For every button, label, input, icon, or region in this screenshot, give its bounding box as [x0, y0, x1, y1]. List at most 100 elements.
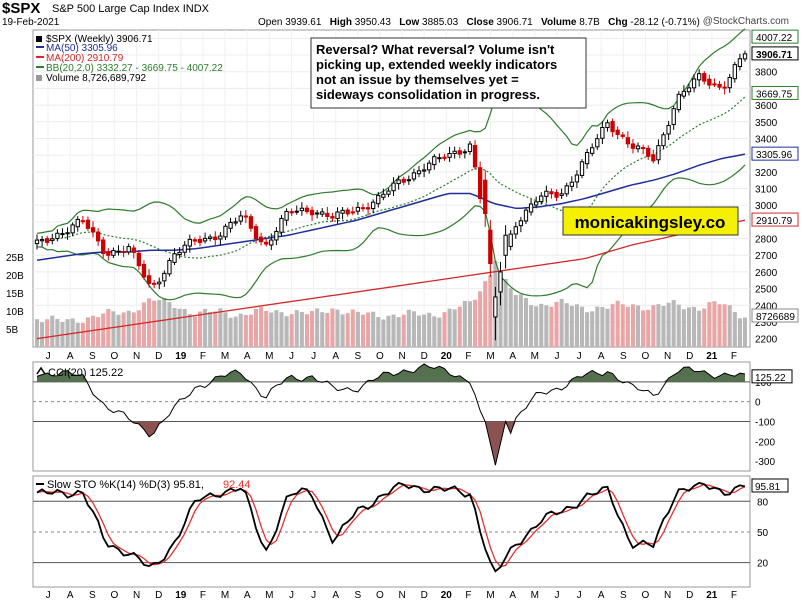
- sto-x-axis-label: A: [509, 590, 516, 601]
- x-axis-label: N: [398, 351, 405, 362]
- candle-body: [60, 233, 65, 236]
- sto-x-axis-label: A: [332, 590, 339, 601]
- sto-x-axis-label: A: [598, 590, 605, 601]
- ma50-tag-bg: [751, 146, 799, 161]
- volume-tick-label: 5B: [6, 325, 19, 336]
- candle-body: [90, 227, 96, 233]
- volume-bar: [197, 311, 203, 347]
- candle-body: [707, 78, 712, 86]
- volume-bar: [692, 306, 697, 347]
- candle-body: [45, 238, 50, 243]
- x-axis-label: M: [221, 351, 229, 362]
- candle-body: [549, 191, 554, 195]
- open-value: 3939.61: [285, 17, 322, 28]
- candle-body: [605, 122, 610, 129]
- volume-bar: [483, 281, 488, 347]
- volume-bar: [182, 308, 187, 347]
- candle-body: [717, 83, 722, 88]
- volume-bar: [447, 308, 452, 347]
- sto-tick-label: 20: [757, 559, 769, 570]
- candle-body: [289, 211, 294, 214]
- candle-body: [737, 58, 743, 68]
- volume-bar: [681, 309, 686, 347]
- high-label: High: [329, 17, 352, 28]
- price-tick-label: 3800: [755, 68, 778, 79]
- candle-body: [610, 120, 615, 133]
- candle-body: [681, 90, 687, 97]
- candle-body: [162, 272, 167, 282]
- volume-bar: [172, 307, 177, 347]
- candle-body: [666, 124, 671, 135]
- cci-tick-label: 0: [755, 398, 761, 409]
- candle-body: [75, 218, 80, 228]
- price-legend-swatch: [36, 36, 42, 42]
- sto-x-axis-label: S: [354, 590, 361, 601]
- candle-body: [656, 145, 661, 161]
- volume-bar: [442, 312, 447, 347]
- candle-body: [284, 210, 289, 221]
- candle-body: [187, 238, 192, 247]
- x-axis-label: S: [354, 351, 361, 362]
- candle-body: [437, 157, 442, 160]
- volume-bar: [462, 300, 467, 347]
- volume-bar: [569, 305, 574, 347]
- sto-x-axis-label: 20: [441, 590, 453, 601]
- candle-body: [223, 225, 228, 238]
- volume-bar: [671, 300, 676, 347]
- volume-bar: [360, 314, 366, 347]
- x-axis-label: A: [509, 351, 516, 362]
- candle-body: [269, 239, 274, 246]
- candle-body: [202, 237, 208, 242]
- candle-body: [208, 236, 213, 240]
- volume-bar: [299, 311, 304, 347]
- price-candles: [34, 50, 748, 341]
- exchange-code: INDX: [182, 3, 209, 15]
- sto-x-axis-label: A: [67, 590, 74, 601]
- candle-body: [151, 282, 157, 285]
- close-price-tag: 3906.71: [756, 50, 793, 61]
- change-value: -28.12 (-0.71%): [630, 17, 700, 28]
- bb-mid-tag-bg: [751, 85, 799, 100]
- volume-bar: [121, 312, 126, 347]
- price-tick-label: 3600: [755, 101, 778, 112]
- price-tick-label: 3200: [755, 168, 778, 179]
- volume-bar: [651, 305, 656, 347]
- candle-body: [340, 209, 345, 214]
- volume-tick-label: 25B: [6, 253, 24, 264]
- candle-body: [742, 53, 748, 60]
- candle-body: [447, 153, 452, 158]
- candle-body: [126, 246, 131, 253]
- volume-bar: [264, 310, 269, 347]
- candle-body: [421, 169, 427, 172]
- candle-body: [80, 220, 85, 223]
- price-tick-label: 3100: [755, 185, 778, 196]
- candle-body: [253, 226, 259, 240]
- volume-bar: [656, 304, 661, 347]
- candle-body: [177, 251, 182, 255]
- x-axis-label: O: [642, 351, 650, 362]
- candle-body: [192, 239, 198, 242]
- candle-body: [579, 161, 585, 176]
- sto-value-tag: 95.81: [755, 482, 780, 493]
- volume-bar: [498, 275, 503, 347]
- sto-x-axis-label: D: [155, 590, 162, 601]
- low-label: Low: [399, 17, 420, 28]
- sto-x-axis-label: J: [289, 590, 294, 601]
- annotation-line-1: Reversal? What reversal? Volume isn't: [316, 42, 555, 57]
- x-axis-label: S: [620, 351, 627, 362]
- candle-body: [472, 145, 478, 168]
- candle-body: [442, 156, 447, 159]
- candle-body: [590, 147, 595, 154]
- candle-body: [309, 209, 315, 216]
- volume-bar: [615, 300, 620, 347]
- x-axis-label: A: [67, 351, 74, 362]
- volume-bar: [177, 308, 182, 347]
- x-axis-label: F: [731, 351, 737, 362]
- moving-averages: [36, 153, 746, 340]
- volume-legend-label: Volume 8,726,689,792: [46, 73, 147, 84]
- volume-bar: [233, 316, 238, 347]
- candle-body: [676, 93, 681, 111]
- stockcharts-credit[interactable]: @StockCharts.com: [702, 16, 789, 27]
